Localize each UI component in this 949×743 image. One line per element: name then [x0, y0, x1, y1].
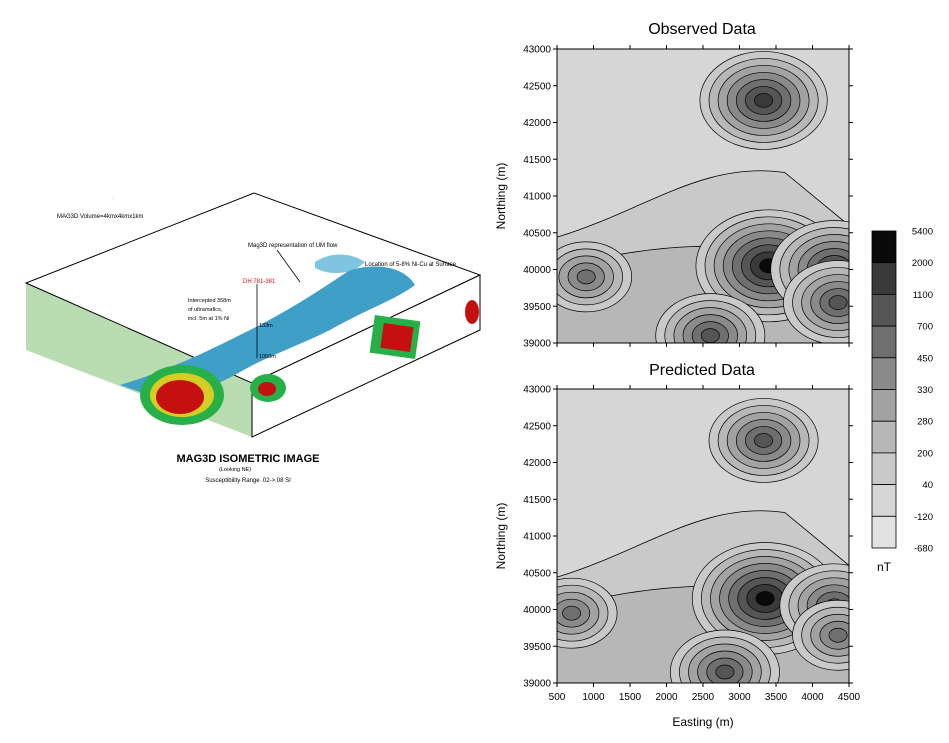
y-tick-label: 40500 [523, 228, 551, 239]
y-tick-label: 39500 [523, 302, 551, 313]
predicted-xlabel: Easting (m) [672, 715, 733, 729]
colorbar: 5400 2000 1100 700 450 330 280 200 40 -120 -680 [871, 227, 933, 555]
y-tick-label: 42500 [523, 421, 551, 432]
location-callout: Location of 5-8% Ni-Cu at Surface [365, 262, 457, 268]
colorbar-label: 330 [917, 385, 933, 396]
colorbar-swatch [871, 262, 897, 295]
x-tick-label: 1000 [582, 692, 605, 703]
anomaly-contour [828, 295, 848, 310]
anomaly-contour [562, 605, 582, 621]
iso-range: Susceptibility Range .02->.08 SI [205, 478, 291, 484]
x-tick-label: 1500 [619, 692, 642, 703]
y-tick-label: 43000 [523, 45, 551, 56]
predicted-title: Predicted Data [649, 362, 755, 379]
observed-contour-map [557, 49, 849, 343]
anomaly-contour [715, 664, 735, 680]
colorbar-swatch [871, 293, 897, 327]
colorbar-swatch [871, 484, 897, 517]
um-flow-tail [315, 254, 365, 274]
predicted-contour-map [557, 389, 849, 683]
depth-label-133: 133m [259, 323, 273, 329]
x-tick-label: 500 [549, 692, 566, 703]
y-tick-label: 39500 [523, 642, 551, 653]
flow-callout: Mag3D representation of UM flow [248, 243, 338, 249]
anomaly-contour [754, 433, 774, 448]
colorbar-label: 280 [917, 417, 933, 428]
um-flow-anomaly [120, 266, 415, 396]
colorbar-label: 2000 [912, 258, 933, 269]
colorbar-label: 1100 [913, 290, 933, 301]
colorbar-label: -680 [914, 544, 933, 555]
predicted-y-ticks: 39000 39500 40000 40500 41000 41500 42000 42500… [523, 385, 853, 690]
y-tick-label: 41000 [523, 192, 551, 203]
anomaly-contour [576, 269, 596, 285]
y-tick-label: 40000 [523, 265, 551, 276]
iso-title: MAG3D ISOMETRIC IMAGE [176, 453, 319, 465]
y-tick-label: 42000 [523, 458, 551, 469]
observed-title: Observed Data [648, 21, 756, 38]
anomaly-contour [700, 328, 720, 343]
iso-dot: . [112, 195, 113, 200]
isometric-panel: . MAG3D Volume=4kmx4kmx1km DH 781-381 In… [24, 192, 482, 484]
flow-callout-arrow [276, 249, 301, 283]
colorbar-swatch [871, 515, 897, 549]
colorbar-label: 5400 [912, 227, 933, 238]
y-tick-label: 39000 [523, 679, 551, 690]
intercept-line-2: of ultramafics, [188, 307, 223, 313]
volume-label: MAG3D Volume=4kmx4kmx1km [57, 214, 144, 220]
colorbar-label: 700 [917, 322, 933, 333]
y-tick-label: 41500 [523, 495, 551, 506]
predicted-x-ticks: 500 1000 1500 2000 2500 3000 3500 4000 4500 [549, 385, 861, 703]
colorbar-swatch [871, 389, 897, 422]
anomaly-contour [828, 627, 848, 643]
y-tick-label: 42500 [523, 81, 551, 92]
x-tick-label: 4500 [838, 692, 861, 703]
anomaly-core-front [156, 380, 204, 414]
x-tick-label: 2000 [655, 692, 678, 703]
observed-x-ticks [556, 45, 850, 347]
colorbar-label: -120 [914, 512, 933, 523]
colorbar-swatch [871, 230, 897, 264]
predicted-ylabel: Northing (m) [494, 503, 508, 570]
y-tick-label: 41000 [523, 532, 551, 543]
observed-chart: Observed Data 39000 39500 40000 40500 41000 4… [494, 21, 853, 350]
colorbar-swatch [871, 325, 897, 359]
x-tick-label: 3000 [728, 692, 751, 703]
colorbar-swatch [871, 452, 897, 485]
x-tick-label: 4000 [801, 692, 824, 703]
colorbar-swatch [871, 420, 897, 454]
y-tick-label: 42000 [523, 118, 551, 129]
intercept-line-1: Intercepted 358m [188, 298, 231, 304]
observed-ylabel: Northing (m) [494, 163, 508, 230]
depth-label-1050: 1050m [259, 354, 276, 360]
intercept-line-3: incl. 5m at 1% Ni [188, 316, 229, 322]
anomaly-side-red [258, 382, 276, 396]
drillhole-label: DH 781-381 [243, 279, 276, 285]
anomaly-contour [754, 93, 774, 108]
y-tick-label: 40500 [523, 568, 551, 579]
anomaly-contour [755, 591, 775, 606]
colorbar-swatch [871, 357, 897, 390]
anomaly-surface-red [380, 323, 414, 352]
y-tick-label: 41500 [523, 155, 551, 166]
observed-y-ticks: 39000 39500 40000 40500 41000 41500 42000 42500… [523, 45, 853, 350]
colorbar-label: 40 [922, 480, 933, 491]
x-tick-label: 3500 [765, 692, 788, 703]
y-tick-label: 43000 [523, 385, 551, 396]
colorbar-label: 200 [917, 448, 933, 459]
iso-subtitle: (Looking NE) [219, 467, 251, 473]
colorbar-unit: nT [877, 560, 892, 574]
anomaly-edge-red [465, 300, 479, 324]
y-tick-label: 39000 [523, 339, 551, 350]
colorbar-label: 450 [917, 353, 933, 364]
x-tick-label: 2500 [692, 692, 715, 703]
predicted-chart: Predicted Data 39000 39500 40000 40500 41000… [494, 362, 861, 729]
y-tick-label: 40000 [523, 605, 551, 616]
